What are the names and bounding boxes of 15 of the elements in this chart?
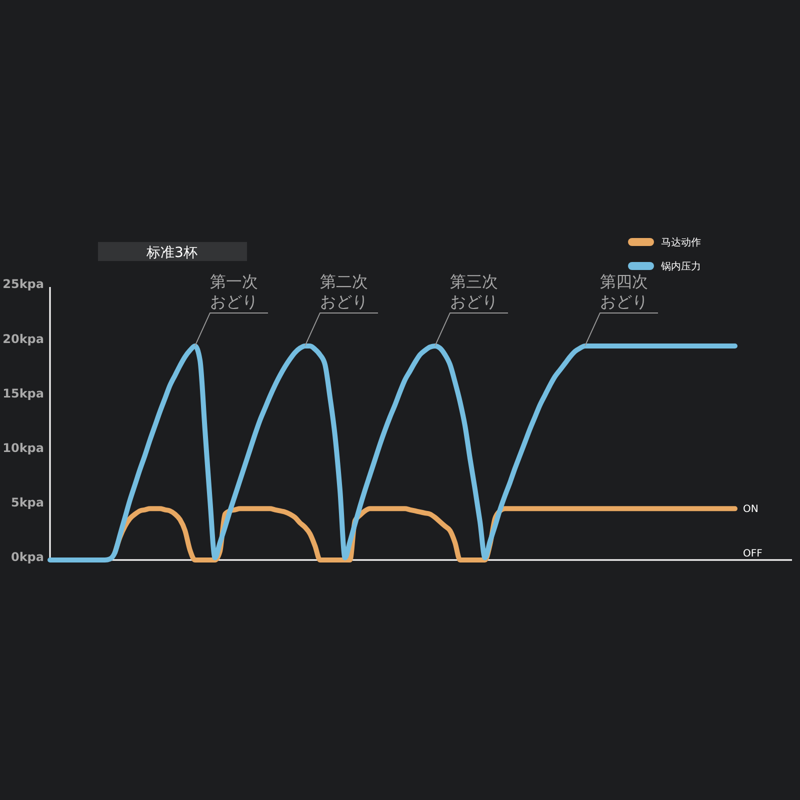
y-tick-label: 25kpa [2,277,44,292]
y-tick-label: 0kpa [10,550,44,564]
y-tick-label: 5kpa [10,496,44,510]
annotation: 第三次おどり [450,272,498,311]
legend-label: 马达动作 [661,236,701,248]
y-tick-label: 10kpa [2,441,44,455]
annotation: 第四次おどり [600,272,648,311]
y-tick-label: 15kpa [2,386,44,400]
y-tick-label: 20kpa [2,332,44,346]
annotation: 第二次おどり [320,272,368,311]
text: ON [743,504,758,516]
text: OFF [743,548,763,560]
chart-title: 标准3杯 [146,245,198,261]
legend-label: 锅内压力 [660,260,701,272]
annotation: 第一次おどり [210,272,258,311]
